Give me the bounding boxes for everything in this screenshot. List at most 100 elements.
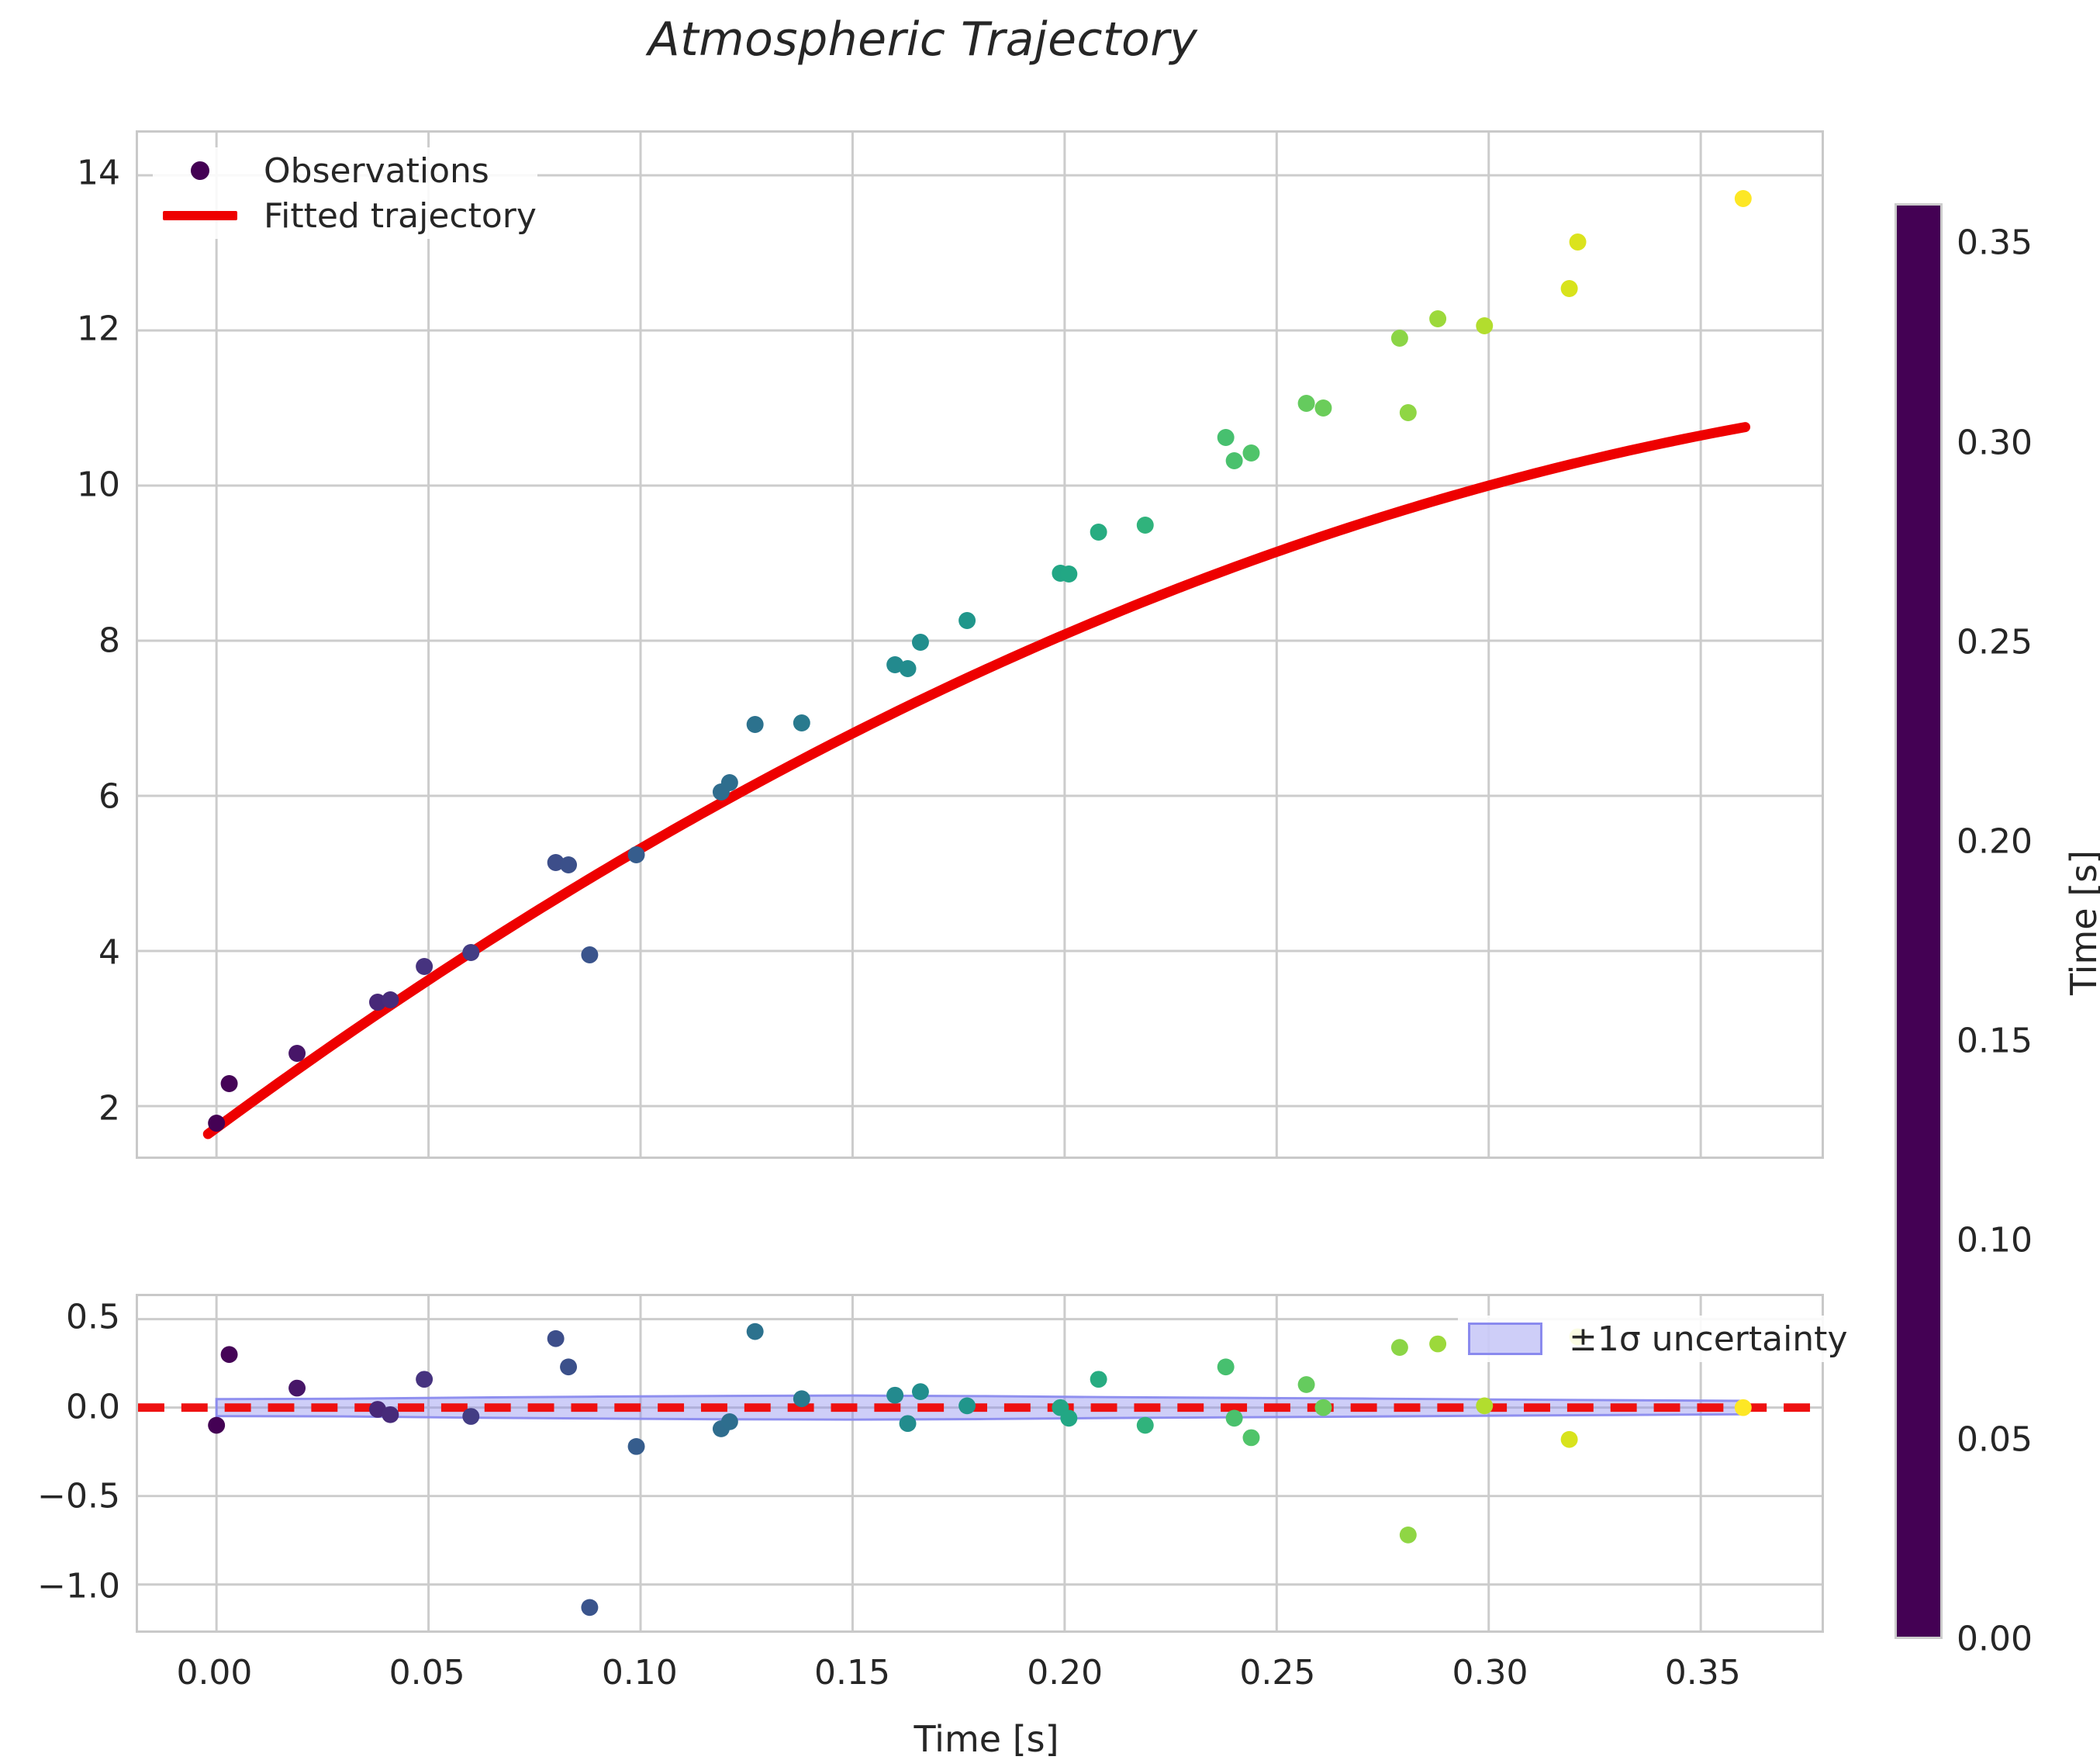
- residual-point: [288, 1379, 306, 1397]
- main-y-tick: 12: [77, 309, 120, 349]
- residual-point: [220, 1346, 238, 1364]
- observation-point: [1297, 395, 1315, 412]
- observation-point: [1136, 517, 1154, 534]
- observation-point: [1060, 565, 1078, 583]
- residual-y-tick: −0.5: [37, 1476, 120, 1516]
- observation-point: [911, 634, 929, 651]
- colorbar-tick: 0.20: [1957, 821, 2033, 862]
- residual-point: [1242, 1429, 1260, 1447]
- residual-point: [1399, 1527, 1417, 1544]
- main-y-tick: 6: [98, 776, 120, 817]
- observation-point: [1399, 404, 1417, 421]
- main-y-tick: 14: [77, 153, 120, 193]
- residual-point: [369, 1401, 386, 1418]
- residual-point: [911, 1383, 929, 1400]
- legend-entry-fitted-trajectory: Fitted trajectory: [154, 193, 537, 238]
- observation-point: [1090, 524, 1107, 541]
- colorbar-tick: 0.05: [1957, 1419, 2033, 1460]
- legend-entry-uncertainty: ±1σ uncertainty: [1459, 1316, 1847, 1361]
- main-plot-canvas: [138, 133, 1822, 1157]
- colorbar-tick: 0.30: [1957, 423, 2033, 462]
- observation-point: [462, 944, 480, 961]
- residual-point: [1090, 1371, 1107, 1388]
- observation-point: [382, 991, 399, 1008]
- colorbar-tick: 0.00: [1957, 1619, 2033, 1659]
- residual-point: [1297, 1376, 1315, 1393]
- observation-point: [220, 1075, 238, 1092]
- x-tick: 0.15: [814, 1653, 890, 1693]
- residual-point: [547, 1330, 565, 1347]
- residual-point: [1476, 1397, 1494, 1415]
- residual-point: [1217, 1358, 1235, 1376]
- residual-point: [462, 1408, 480, 1425]
- main-y-tick: 8: [98, 621, 120, 661]
- residual-point: [793, 1390, 810, 1408]
- x-tick: 0.10: [601, 1653, 678, 1693]
- residual-point: [1060, 1409, 1078, 1427]
- fitted-line-marker-icon: [154, 211, 247, 220]
- observation-point: [416, 958, 433, 975]
- legend-label-uncertainty: ±1σ uncertainty: [1569, 1319, 1848, 1359]
- main-y-tick: 10: [77, 465, 120, 505]
- x-tick: 0.05: [389, 1653, 465, 1693]
- observation-point: [1225, 452, 1243, 469]
- colorbar-tick: 0.10: [1957, 1220, 2033, 1260]
- observation-point: [1569, 233, 1587, 251]
- residual-point: [746, 1323, 764, 1340]
- figure-title: Atmospheric Trajectory: [648, 12, 1198, 67]
- observation-point: [1217, 429, 1235, 446]
- main-plot-axes: [136, 130, 1824, 1159]
- observation-point: [208, 1115, 226, 1132]
- observation-point: [1429, 310, 1447, 327]
- observation-point: [1242, 444, 1260, 462]
- colorbar-gradient: [1894, 203, 1943, 1639]
- residual-point: [958, 1397, 976, 1415]
- residual-legend: ±1σ uncertainty: [1458, 1316, 1849, 1362]
- observation-point: [581, 946, 599, 963]
- legend-entry-observations: Observations: [154, 148, 537, 193]
- observations-marker-icon: [154, 161, 247, 180]
- observation-point: [746, 716, 764, 733]
- observation-point: [288, 1045, 306, 1062]
- residual-point: [899, 1415, 917, 1433]
- observation-point: [720, 774, 738, 791]
- residual-point: [1429, 1335, 1447, 1353]
- observation-point: [958, 612, 976, 629]
- colorbar-label: Time [s]: [2063, 849, 2100, 995]
- x-tick: 0.35: [1664, 1653, 1741, 1693]
- x-tick: 0.25: [1239, 1653, 1316, 1693]
- observation-point: [547, 854, 565, 871]
- observation-point: [899, 660, 917, 677]
- residual-y-tick: 0.0: [66, 1387, 120, 1427]
- observation-point: [1314, 399, 1332, 417]
- legend-label-observations: Observations: [264, 150, 489, 191]
- observation-point: [369, 994, 386, 1011]
- main-legend: Observations Fitted trajectory: [153, 147, 537, 239]
- legend-label-fitted-trajectory: Fitted trajectory: [264, 195, 537, 236]
- observation-point: [560, 856, 578, 873]
- residual-point: [382, 1406, 399, 1423]
- observation-point: [627, 846, 645, 863]
- residual-point: [416, 1371, 433, 1388]
- residual-point: [886, 1386, 904, 1404]
- residual-point: [1314, 1399, 1332, 1416]
- residual-y-tick: −1.0: [37, 1566, 120, 1606]
- colorbar-tick: 0.35: [1957, 223, 2033, 263]
- residual-point: [208, 1416, 226, 1434]
- residual-point: [1734, 1399, 1752, 1416]
- x-tick: 0.00: [176, 1653, 253, 1693]
- observation-point: [793, 714, 810, 731]
- residual-point: [1225, 1409, 1243, 1427]
- colorbar: 0.35 0.30 0.25 0.20 0.15 0.10 0.05 0.00: [1894, 203, 2033, 1659]
- residual-point: [581, 1599, 599, 1617]
- uncertainty-patch-icon: [1459, 1323, 1552, 1355]
- residual-point: [560, 1358, 578, 1376]
- colorbar-tick: 0.15: [1957, 1021, 2033, 1061]
- observation-point: [1476, 317, 1494, 334]
- observation-point: [1734, 190, 1752, 207]
- observation-point: [1560, 280, 1578, 297]
- main-y-tick: 4: [98, 932, 120, 973]
- residual-point: [1136, 1416, 1154, 1434]
- observation-point: [1390, 330, 1408, 347]
